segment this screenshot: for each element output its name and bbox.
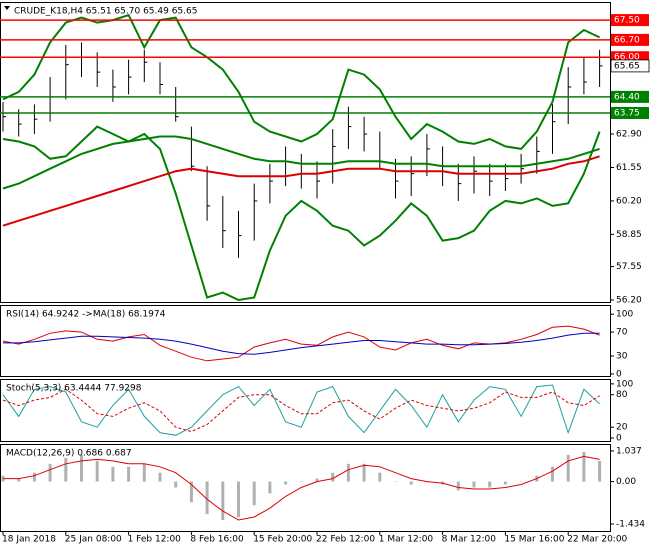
histogram-bar <box>472 481 476 488</box>
pane-title: Stoch(5,3,3) 63.4444 77.9298 <box>6 384 142 394</box>
indicator-line <box>2 384 600 436</box>
histogram-bar <box>158 472 162 482</box>
menu-triangle[interactable] <box>4 6 10 10</box>
histogram-bar <box>598 460 602 482</box>
y-tick-label: -1.434 <box>616 519 645 529</box>
y-tick-label: 62.90 <box>616 130 642 140</box>
y-tick-label: 0 <box>616 434 622 444</box>
histogram-bar <box>127 466 131 482</box>
pane-frame <box>0 305 611 377</box>
y-tick-label: 100 <box>616 310 633 320</box>
y-tick-label: 57.55 <box>616 262 642 272</box>
y-tick-label: 1.037 <box>616 446 642 456</box>
x-tick-label: 1 Feb 12:00 <box>128 535 182 545</box>
x-tick-label: 15 Feb 20:00 <box>253 535 312 545</box>
histogram-bar <box>409 481 413 485</box>
y-tick-label: 60.20 <box>616 196 642 206</box>
histogram-bar <box>346 463 350 482</box>
histogram-bar <box>95 460 99 482</box>
last-price-label: 65.65 <box>614 61 640 71</box>
histogram-bar <box>189 481 193 503</box>
y-tick-label: 100 <box>616 379 633 389</box>
level-label: 66.00 <box>614 53 640 63</box>
level-box <box>611 106 649 119</box>
x-tick-label: 8 Mar 12:00 <box>442 535 497 545</box>
pane-title: CRUDE_K18,H4 65.51 65.70 65.49 65.65 <box>14 7 197 17</box>
histogram-bar <box>252 481 256 506</box>
y-tick-label: 20 <box>616 423 628 433</box>
y-tick-label: 0.00 <box>616 477 636 487</box>
pane-title: MACD(12,26,9) 0.686 0.687 <box>6 449 132 459</box>
histogram-bar <box>17 478 21 482</box>
y-tick-label: 80 <box>616 390 628 400</box>
y-tick-label: 30 <box>616 352 628 362</box>
x-tick-label: 22 Mar 20:00 <box>567 535 627 545</box>
level-label: 66.70 <box>614 35 640 45</box>
histogram-bar <box>48 463 52 482</box>
histogram-bar <box>205 481 209 515</box>
histogram-bar <box>64 457 68 482</box>
histogram-bar <box>456 481 460 491</box>
x-tick-label: 22 Feb 12:00 <box>316 535 375 545</box>
y-tick-label: 0 <box>616 369 622 379</box>
y-tick-label: 58.85 <box>616 230 642 240</box>
histogram-bar <box>503 481 507 485</box>
pane-frame <box>0 444 611 532</box>
y-tick-label: 56.20 <box>616 296 642 306</box>
pane-title: RSI(14) 64.9242 ->MA(18) 68.1974 <box>6 310 166 320</box>
indicator-line <box>2 388 600 433</box>
indicator-line <box>2 135 600 190</box>
x-tick-label: 8 Feb 16:00 <box>190 535 244 545</box>
indicator-line <box>2 13 601 150</box>
level-box <box>611 90 649 103</box>
histogram-bar <box>80 454 83 482</box>
histogram-bar <box>111 466 115 482</box>
histogram-bar <box>142 463 146 482</box>
histogram-bar <box>378 472 382 482</box>
histogram-bar <box>362 463 366 482</box>
y-tick-label: 61.55 <box>616 163 642 173</box>
level-label: 64.40 <box>614 92 640 102</box>
histogram-bar <box>284 481 288 485</box>
histogram-bar <box>551 466 554 482</box>
level-box <box>611 14 649 27</box>
indicator-line <box>3 332 600 355</box>
x-tick-label: 18 Jan 2018 <box>2 535 56 545</box>
level-label: 67.50 <box>614 16 640 26</box>
histogram-bar <box>268 481 272 494</box>
indicator-line <box>2 125 601 302</box>
histogram-bar <box>582 452 586 482</box>
indicator-line <box>2 155 600 227</box>
histogram-bar <box>315 478 319 482</box>
level-label: 63.75 <box>614 108 640 118</box>
histogram-bar <box>394 481 397 483</box>
histogram-bar <box>488 481 492 488</box>
x-tick-label: 15 Mar 16:00 <box>504 535 564 545</box>
histogram-bar <box>299 481 303 483</box>
y-tick-label: 70 <box>616 328 628 338</box>
histogram-bar <box>331 472 335 482</box>
last-price-box <box>610 59 650 73</box>
level-box <box>611 33 649 46</box>
histogram-bar <box>519 481 523 483</box>
histogram-bar <box>32 472 36 482</box>
pane-frame <box>0 379 611 442</box>
x-tick-label: 25 Jan 08:00 <box>65 535 122 545</box>
histogram-bar <box>221 481 225 521</box>
pane-frame <box>0 2 611 303</box>
indicator-line <box>3 455 600 521</box>
histogram-bar <box>566 454 570 482</box>
histogram-bar <box>174 481 178 488</box>
x-tick-label: 1 Mar 12:00 <box>379 535 434 545</box>
histogram-bar <box>237 481 240 518</box>
